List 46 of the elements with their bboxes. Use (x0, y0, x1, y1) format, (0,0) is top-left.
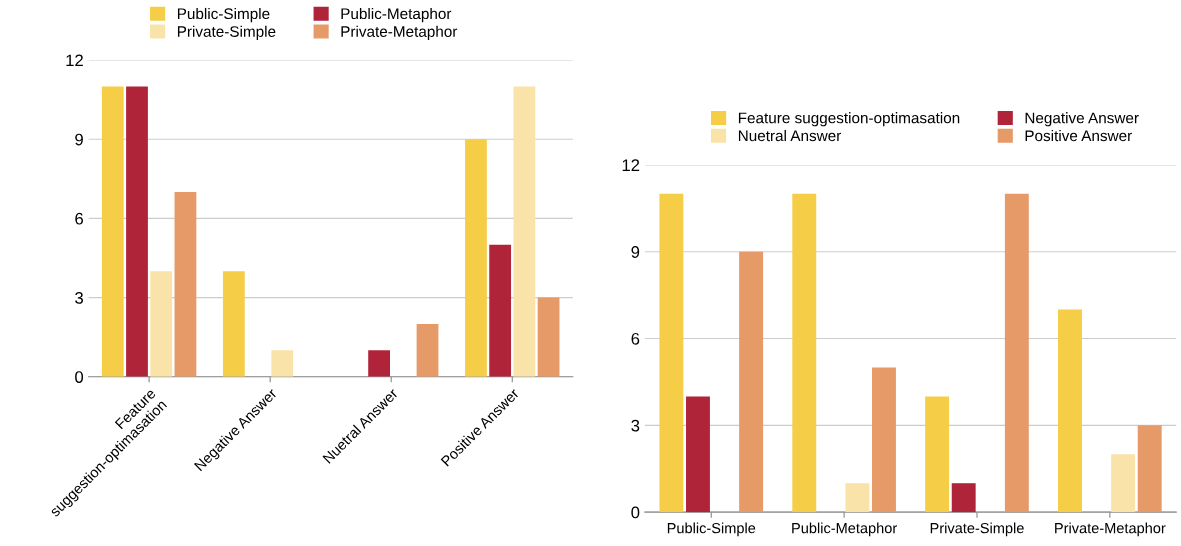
bar (1137, 425, 1162, 513)
y-tick-label: 0 (631, 506, 640, 519)
bar (739, 251, 764, 513)
y-tick-label: 6 (631, 332, 640, 345)
bar (126, 86, 148, 377)
bar (271, 350, 294, 377)
y-tick-label: 9 (75, 133, 83, 146)
bar (489, 244, 512, 377)
bar (792, 193, 817, 513)
legend-label: Positive Answer (1025, 129, 1132, 142)
legend-label: Public-Simple (177, 7, 270, 23)
y-tick-label: 3 (631, 419, 640, 432)
x-tick-label: Private-Simple (930, 522, 1024, 537)
bar (101, 86, 124, 377)
legend-label: Nuetral Answer (738, 129, 842, 142)
bar (925, 396, 950, 513)
legend-label: Private-Metaphor (341, 25, 458, 40)
y-tick-label: 0 (75, 371, 84, 383)
legend-label: Feature suggestion-optimasation (738, 112, 960, 127)
x-tick-label: Public-Metaphor (792, 522, 897, 537)
y-tick-label: 12 (622, 159, 640, 171)
y-tick-label: 12 (66, 54, 83, 67)
bar (416, 323, 439, 377)
legend-label: Private-Simple (177, 25, 276, 40)
bar (513, 86, 536, 377)
bar (1004, 193, 1029, 513)
bar (150, 271, 173, 377)
x-tick-label: Private-Metaphor (1055, 522, 1166, 537)
bar (465, 139, 487, 377)
bar (872, 367, 896, 513)
y-tick-label: 3 (75, 291, 83, 304)
y-tick-label: 6 (75, 212, 83, 225)
legend-label: Negative Answer (1025, 112, 1139, 127)
bar (368, 350, 390, 377)
bar (1111, 454, 1136, 513)
bar (222, 271, 245, 377)
bar (659, 193, 684, 513)
bar (174, 192, 197, 377)
bar (845, 483, 870, 513)
y-tick-label: 9 (631, 246, 640, 258)
bar (951, 483, 976, 513)
bar (686, 396, 710, 513)
bar (537, 297, 560, 377)
x-tick-label: Public-Simple (667, 522, 756, 537)
legend-label: Public-Metaphor (341, 7, 452, 23)
bar (1058, 309, 1082, 513)
